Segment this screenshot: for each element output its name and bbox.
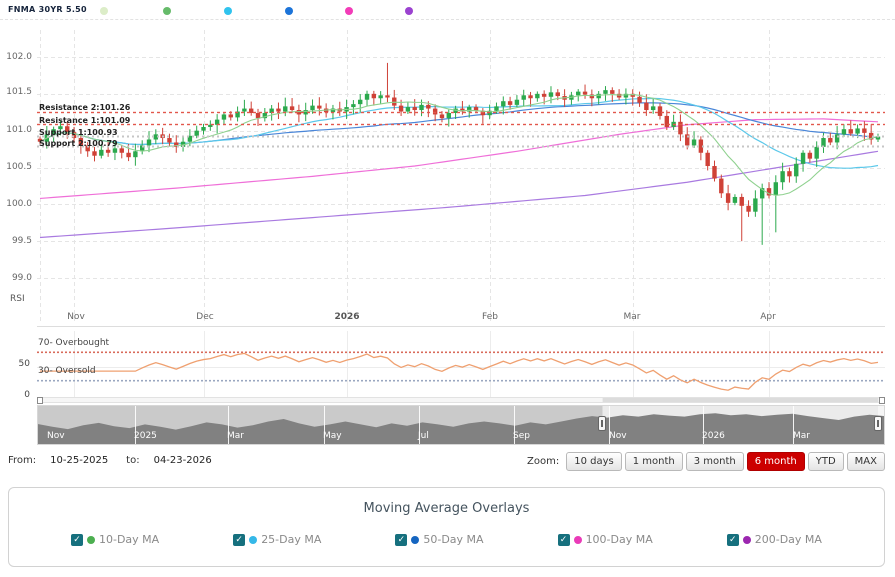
ma-10day-label: 10-Day MA xyxy=(99,533,160,546)
ma-200day-label: 200-Day MA xyxy=(754,533,822,546)
legend-dot-ma50[interactable] xyxy=(285,7,293,15)
rsi-zero-label: 0 xyxy=(24,390,30,400)
support-2-label: Support 2:100.79 xyxy=(39,139,118,148)
zoom-10-days-button[interactable]: 10 days xyxy=(566,452,622,471)
month-tick: Feb xyxy=(482,312,498,322)
to-date-field[interactable]: 04-23-2026 xyxy=(153,455,212,466)
symbol-label: FNMA 30YR 5.50 xyxy=(8,5,87,14)
ma-100day-checkbox[interactable] xyxy=(557,533,570,546)
nav-tick: Mar xyxy=(227,431,244,441)
zoom-6-month-button[interactable]: 6 month xyxy=(746,452,805,471)
price-tick: 101.0 xyxy=(6,125,32,135)
from-label: From: xyxy=(8,455,37,466)
price-tick: 102.0 xyxy=(6,52,32,62)
zoom-3-month-button[interactable]: 3 month xyxy=(685,452,744,471)
header-separator xyxy=(0,19,895,20)
ma-10day-dot xyxy=(87,535,95,544)
ma-50day-label: 50-Day MA xyxy=(423,533,484,546)
legend-dot-price[interactable] xyxy=(100,7,108,15)
nav-tick: Jul xyxy=(418,431,429,441)
resistance-1-label: Resistance 1:101.09 xyxy=(39,116,131,125)
ma-item-200day: 200-Day MA xyxy=(726,533,822,546)
ma-25day-label: 25-Day MA xyxy=(261,533,322,546)
price-chart-canvas[interactable] xyxy=(0,0,895,450)
nav-tick: Nov xyxy=(609,431,627,441)
rsi-mid-label: 50 xyxy=(18,359,30,369)
nav-tick: Nov xyxy=(47,431,65,441)
legend-dot-ma10[interactable] xyxy=(163,7,171,15)
price-tick: 101.5 xyxy=(6,87,32,97)
nav-tick: Sep xyxy=(513,431,530,441)
ma-25day-dot xyxy=(249,535,258,544)
navigator-handle-left[interactable] xyxy=(598,416,606,431)
from-date-field[interactable]: 10-25-2025 xyxy=(50,455,109,466)
nav-tick: May xyxy=(323,431,342,441)
ma-item-10day: 10-Day MA xyxy=(71,533,159,546)
ma-panel-title: Moving Average Overlays xyxy=(363,501,530,516)
price-tick: 100.5 xyxy=(6,162,32,172)
year-tick: 2026 xyxy=(334,312,360,322)
rsi-overbought-label: 70- Overbought xyxy=(38,338,110,348)
month-tick: Dec xyxy=(196,312,214,322)
month-tick: Nov xyxy=(67,312,85,322)
zoom-1-month-button[interactable]: 1 month xyxy=(624,452,683,471)
navigator-handle-right[interactable] xyxy=(874,416,882,431)
ma-100day-label: 100-Day MA xyxy=(585,533,653,546)
zoom-ytd-button[interactable]: YTD xyxy=(807,452,844,471)
ma-item-100day: 100-Day MA xyxy=(557,533,653,546)
legend-dot-ma25[interactable] xyxy=(224,7,232,15)
to-label: to: xyxy=(126,455,140,466)
ma-200day-dot xyxy=(742,535,751,544)
ma-50day-checkbox[interactable] xyxy=(395,533,408,546)
ma-50day-dot xyxy=(411,535,420,544)
ma-item-25day: 25-Day MA xyxy=(233,533,321,546)
zoom-label: Zoom: xyxy=(527,456,560,467)
price-tick: 99.5 xyxy=(11,236,32,246)
price-tick: 100.0 xyxy=(6,199,32,209)
ma-25day-checkbox[interactable] xyxy=(233,533,246,546)
zoom-controls: Zoom: 10 days 1 month 3 month 6 month YT… xyxy=(527,452,885,471)
rsi-oversold-label: 30- Oversold xyxy=(38,366,96,376)
nav-tick: Mar xyxy=(793,431,810,441)
nav-tick: 2025 xyxy=(134,431,157,441)
support-1-label: Support 1:100.93 xyxy=(39,128,118,137)
date-range-row: From: 10-25-2025 to: 04-23-2026 xyxy=(8,455,216,466)
moving-average-panel: Moving Average Overlays 10-Day MA 25-Day… xyxy=(8,487,885,567)
ma-100day-dot xyxy=(573,535,582,544)
rsi-title: RSI xyxy=(10,294,25,304)
resistance-2-label: Resistance 2:101.26 xyxy=(39,103,131,112)
month-tick: Mar xyxy=(623,312,641,322)
legend-dot-ma200[interactable] xyxy=(405,7,413,15)
month-tick: Apr xyxy=(760,312,776,322)
ma-200day-checkbox[interactable] xyxy=(726,533,739,546)
ma-10day-checkbox[interactable] xyxy=(71,533,83,546)
legend-dot-ma100[interactable] xyxy=(345,7,353,15)
zoom-max-button[interactable]: MAX xyxy=(846,452,885,471)
price-tick: 99.0 xyxy=(11,273,32,283)
nav-tick: 2026 xyxy=(702,431,725,441)
ma-item-50day: 50-Day MA xyxy=(395,533,484,546)
